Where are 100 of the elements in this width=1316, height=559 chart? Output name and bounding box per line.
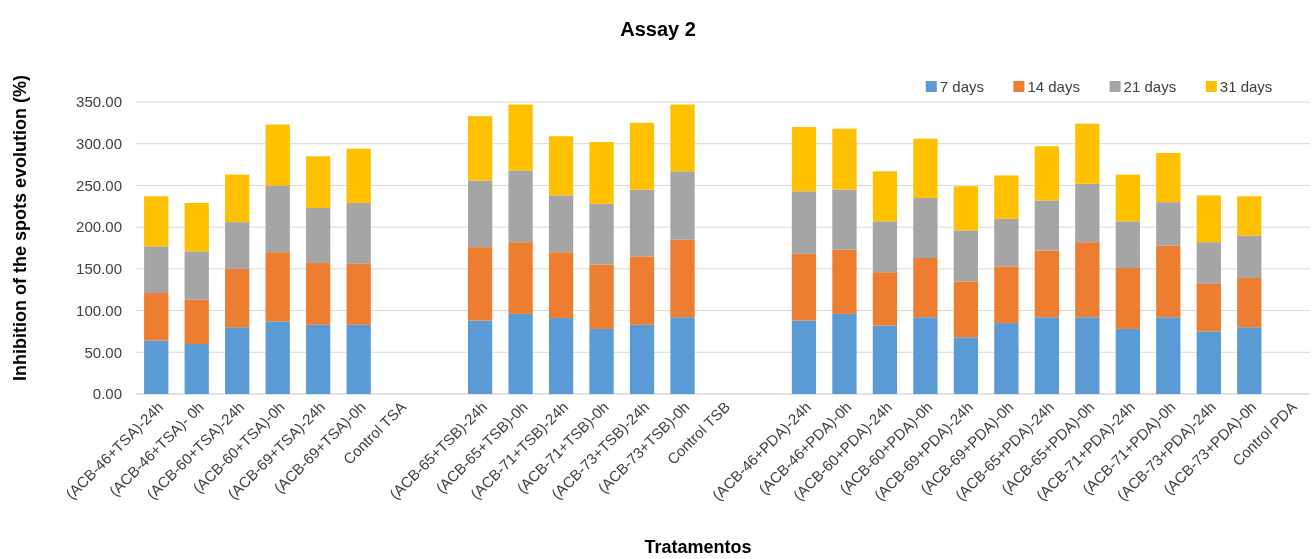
bar bbox=[832, 249, 857, 314]
bar bbox=[467, 247, 493, 321]
bar bbox=[1237, 235, 1262, 279]
bar bbox=[1237, 196, 1262, 236]
bar bbox=[791, 127, 817, 192]
y-tick-label: 300.00 bbox=[76, 134, 122, 152]
bar bbox=[629, 256, 655, 325]
bar bbox=[994, 218, 1019, 267]
bar bbox=[832, 313, 857, 394]
bar bbox=[467, 320, 493, 394]
bar bbox=[1075, 242, 1100, 318]
bar bbox=[629, 189, 655, 257]
bar bbox=[832, 128, 857, 190]
bar bbox=[1196, 331, 1221, 394]
bar bbox=[670, 104, 695, 172]
bar bbox=[1156, 202, 1181, 246]
y-tick-label: 50.00 bbox=[84, 343, 122, 361]
bar bbox=[144, 340, 169, 394]
bar bbox=[913, 258, 938, 318]
bar bbox=[1115, 221, 1140, 269]
bar bbox=[589, 264, 614, 329]
bar bbox=[913, 138, 938, 198]
bar bbox=[1115, 328, 1140, 394]
bar bbox=[791, 320, 817, 394]
bar bbox=[306, 156, 331, 208]
bar bbox=[1237, 278, 1262, 328]
bar bbox=[1237, 327, 1262, 394]
bar bbox=[1075, 183, 1100, 243]
bar bbox=[467, 180, 493, 248]
bar bbox=[306, 207, 331, 264]
bar bbox=[1196, 242, 1221, 284]
bar bbox=[872, 272, 898, 326]
bar bbox=[225, 327, 250, 394]
bar bbox=[1156, 317, 1181, 394]
y-axis-title: Inhibition of the spots evolution (%) bbox=[10, 75, 30, 381]
bar bbox=[629, 324, 655, 394]
bar bbox=[306, 263, 331, 325]
bar bbox=[913, 197, 938, 259]
bar bbox=[225, 268, 250, 328]
bar bbox=[670, 239, 695, 318]
bar bbox=[1156, 152, 1181, 203]
bar bbox=[872, 325, 898, 394]
bar bbox=[265, 321, 290, 394]
legend-label: 7 days bbox=[939, 78, 984, 96]
bar bbox=[670, 171, 695, 240]
bar bbox=[548, 318, 574, 394]
bar bbox=[994, 266, 1019, 324]
bar bbox=[265, 124, 290, 186]
bar bbox=[1075, 317, 1100, 394]
bar bbox=[953, 230, 979, 282]
chart-title: Assay 2 bbox=[620, 18, 696, 40]
bar bbox=[548, 252, 574, 319]
bar bbox=[1034, 317, 1060, 394]
bar bbox=[306, 324, 331, 394]
bar bbox=[265, 185, 290, 253]
bar bbox=[913, 317, 938, 394]
bar bbox=[144, 196, 169, 247]
bar bbox=[144, 293, 169, 341]
legend-label: 31 days bbox=[1219, 78, 1273, 96]
bar bbox=[1196, 283, 1221, 332]
bar bbox=[1034, 250, 1060, 318]
bar bbox=[872, 221, 898, 273]
bar bbox=[589, 328, 614, 394]
bar bbox=[1115, 268, 1140, 329]
bar bbox=[184, 343, 209, 394]
bar bbox=[589, 142, 614, 204]
bar bbox=[953, 281, 979, 338]
bar bbox=[953, 186, 979, 231]
x-axis-title: Tratamentos bbox=[644, 537, 752, 557]
bar bbox=[184, 251, 209, 300]
bar bbox=[953, 337, 979, 394]
bar bbox=[508, 313, 533, 394]
bar bbox=[1075, 123, 1100, 184]
bar bbox=[791, 191, 817, 254]
legend-label: 14 days bbox=[1027, 78, 1080, 96]
bar bbox=[508, 170, 533, 243]
bar bbox=[589, 203, 614, 265]
y-tick-label: 0.00 bbox=[92, 385, 122, 403]
bar bbox=[265, 252, 290, 322]
bar bbox=[1196, 195, 1221, 243]
bar bbox=[629, 122, 655, 190]
bar bbox=[872, 171, 898, 222]
bar bbox=[467, 116, 493, 181]
bar bbox=[1034, 200, 1060, 251]
y-tick-label: 100.00 bbox=[76, 301, 122, 319]
bar bbox=[346, 202, 371, 264]
bar bbox=[670, 317, 695, 394]
y-tick-label: 150.00 bbox=[76, 260, 122, 278]
bar bbox=[144, 246, 169, 294]
bar bbox=[346, 148, 371, 203]
bar bbox=[1156, 245, 1181, 318]
bar bbox=[346, 324, 371, 394]
bar bbox=[994, 175, 1019, 219]
bar bbox=[1034, 146, 1060, 201]
bar bbox=[184, 299, 209, 344]
bar bbox=[548, 136, 574, 196]
bar bbox=[832, 189, 857, 250]
y-tick-label: 250.00 bbox=[76, 176, 122, 194]
legend-label: 21 days bbox=[1123, 78, 1177, 96]
bar bbox=[184, 202, 209, 252]
